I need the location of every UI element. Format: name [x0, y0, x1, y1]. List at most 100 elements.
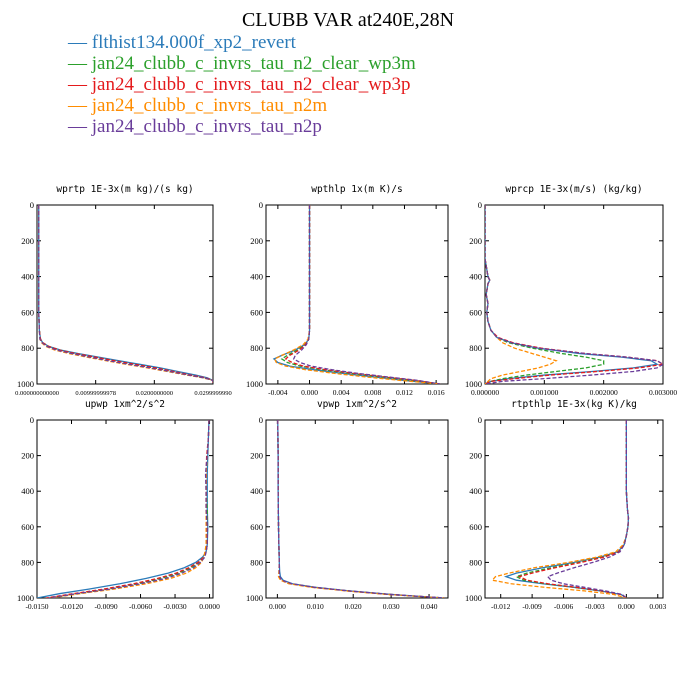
x-tick-label: -0.003 [585, 602, 605, 611]
x-tick-label: 0.003000 [649, 388, 677, 397]
y-tick-label: 0 [30, 415, 34, 425]
x-tick-label: 0.0200000000 [136, 390, 173, 397]
legend-entry: — jan24_clubb_c_invrs_tau_n2_clear_wp3m [67, 53, 416, 74]
series-line-4 [38, 205, 213, 384]
x-tick-label: 0.008 [364, 388, 381, 397]
x-tick-label: 0.000000 [471, 388, 499, 397]
x-tick-label: 0.004 [333, 388, 350, 397]
y-tick-label: 200 [21, 451, 34, 461]
series-line-1 [503, 420, 630, 598]
panel-title: wprtp 1E-3x(m kg)/(s kg) [56, 184, 193, 195]
x-tick-label: 0.000 [269, 602, 286, 611]
y-tick-label: 1000 [17, 593, 34, 603]
plot-frame [484, 204, 664, 385]
series-line-2 [38, 205, 213, 384]
panels: wprtp 1E-3x(m kg)/(s kg) 0 200 400 600 800 100… [15, 184, 677, 611]
series-line-2 [280, 205, 441, 384]
panel-title: wprcp 1E-3x(m/s) (kg/kg) [505, 184, 642, 195]
series-line-3 [38, 205, 213, 384]
series-line-5 [292, 205, 441, 384]
y-tick-label: 800 [469, 557, 482, 567]
y-tick-label: 400 [21, 486, 34, 496]
legend-entry: — jan24_clubb_c_invrs_tau_n2m [67, 95, 327, 116]
panel-title: wpthlp 1x(m K)/s [311, 184, 403, 195]
series-line-1 [38, 205, 213, 384]
plot-frame [36, 419, 214, 599]
x-tick-label: -0.0090 [94, 602, 117, 611]
y-tick-label: 200 [469, 236, 482, 246]
series-line-5 [48, 420, 210, 598]
chart-panel: rtpthlp 1E-3x(kg K)/kg02004006008001000-… [465, 399, 666, 611]
y-tick-label: 600 [469, 522, 482, 532]
series-line-4 [485, 205, 558, 384]
y-tick-label: 0 [259, 415, 263, 425]
series-line-1 [272, 205, 441, 384]
y-tick-label: 400 [21, 272, 34, 282]
x-tick-label: -0.004 [268, 388, 288, 397]
series-line-4 [491, 420, 630, 598]
panel-title: upwp 1xm^2/s^2 [85, 399, 165, 410]
y-tick-label: 0 [259, 200, 263, 210]
chart-panel: vpwp 1xm^2/s^2 0 200 400 600 800 1000 0.000 0.01… [246, 399, 449, 611]
x-tick-label: -0.012 [491, 602, 511, 611]
x-tick-label: 0.000 [618, 602, 635, 611]
y-tick-label: 200 [250, 236, 263, 246]
chart-panel: upwp 1xm^2/s^2 0 200 400 600 800 1000-0.0150 -0… [17, 399, 220, 611]
legend-entry: — jan24_clubb_c_invrs_tau_n2_clear_wp3p [67, 74, 410, 95]
x-tick-label: -0.0150 [25, 602, 48, 611]
panel-title: rtpthlp 1E-3x(kg K)/kg [511, 399, 637, 410]
chart-panel: wprcp 1E-3x(m/s) (kg/kg) 0 200 400 600 800 100… [465, 184, 677, 397]
legend: — flthist134.000f_xp2_revert— jan24_club… [67, 32, 416, 137]
y-tick-label: 400 [469, 486, 482, 496]
series-line-3 [485, 205, 663, 384]
y-tick-label: 800 [21, 557, 34, 567]
figure-title: CLUBB VAR at240E,28N [242, 9, 454, 31]
x-tick-label: -0.0120 [60, 602, 83, 611]
y-tick-label: 200 [21, 236, 34, 246]
series-line-4 [277, 420, 445, 598]
x-tick-label: 0.030 [383, 602, 400, 611]
x-tick-label: 0.0000 [199, 602, 220, 611]
x-tick-label: -0.0060 [129, 602, 152, 611]
y-tick-label: 0 [30, 200, 34, 210]
y-tick-label: 0 [478, 415, 482, 425]
plot-frame [484, 419, 664, 599]
x-tick-label: 0.000 [301, 388, 318, 397]
x-tick-label: -0.009 [522, 602, 542, 611]
series-line-3 [284, 205, 441, 384]
x-tick-label: 0.016 [428, 388, 445, 397]
series-line-5 [277, 420, 445, 598]
x-tick-label: 0.00999999978 [75, 390, 116, 397]
x-tick-label: 0.010 [307, 602, 324, 611]
plot-frame [36, 204, 214, 385]
series-line-3 [277, 420, 445, 598]
x-tick-label: 0.020 [345, 602, 362, 611]
x-tick-label: 0.002000 [590, 388, 618, 397]
y-tick-label: 400 [250, 272, 263, 282]
series-line-2 [277, 420, 445, 598]
y-tick-label: 800 [250, 343, 263, 353]
y-tick-label: 600 [250, 522, 263, 532]
y-tick-label: 800 [469, 343, 482, 353]
y-tick-label: 600 [469, 307, 482, 317]
y-tick-label: 600 [21, 522, 34, 532]
series-line-4 [273, 205, 441, 384]
series-line-1 [277, 420, 445, 598]
y-tick-label: 1000 [246, 379, 263, 389]
y-tick-label: 200 [469, 451, 482, 461]
x-tick-label: 0.003 [649, 602, 666, 611]
y-tick-label: 1000 [246, 593, 263, 603]
x-tick-label: -0.0030 [163, 602, 186, 611]
x-tick-label: 0.000000000000 [15, 390, 59, 397]
legend-entry: — flthist134.000f_xp2_revert [67, 32, 297, 53]
x-tick-label: 0.012 [396, 388, 413, 397]
series-line-5 [485, 205, 663, 384]
plot-frame [265, 204, 449, 385]
series-line-5 [38, 205, 213, 384]
x-tick-label: 0.0299999990 [194, 390, 231, 397]
legend-entry: — jan24_clubb_c_invrs_tau_n2p [67, 116, 322, 137]
y-tick-label: 600 [250, 307, 263, 317]
y-tick-label: 800 [250, 557, 263, 567]
series-line-2 [514, 420, 630, 598]
